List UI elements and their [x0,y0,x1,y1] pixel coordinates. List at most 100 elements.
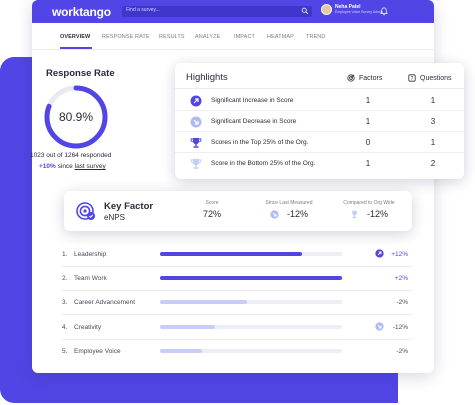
response-rate-percent: 80.9% [59,110,93,124]
factor-number: 1. [62,251,68,258]
org-label: Compared to Org Wide [343,200,395,206]
response-rate-title: Response Rate [46,68,115,79]
factor-row[interactable]: 5. Employee Voice -2% [62,340,412,364]
highlight-label: Scores in the Top 25% of the Org. [211,139,309,146]
decrease-arrow-icon [270,209,279,219]
search-placeholder: Find a survey... [126,7,160,13]
since-value: -12% [286,209,308,219]
target-icon [347,74,355,82]
factor-name: Employee Voice [74,348,121,355]
highlight-row[interactable]: Significant Increase in Score 1 1 [175,90,464,111]
target-icon [76,202,95,220]
key-factor-score: Score 72% [192,200,232,219]
factor-bar-fill [160,276,342,280]
factor-number: 3. [62,299,68,306]
factor-row[interactable]: 1. Leadership +12% [62,243,412,267]
highlight-label: Score in the Bottom 25% of the Org. [211,160,316,167]
last-survey-link[interactable]: last survey [74,163,106,170]
trophy-icon [190,138,202,148]
key-factor-title: Key Factor [104,201,154,212]
decrease-arrow-icon [375,322,384,331]
highlights-title: Highlights [186,72,228,83]
factor-name: Career Advancement [74,299,136,306]
tab-analyze[interactable]: ANALYZE [195,34,221,40]
since-label: Since Last Measured [265,200,313,206]
svg-text:?: ? [411,76,414,82]
questions-label: Questions [420,74,452,82]
highlight-questions-count: 3 [430,117,436,126]
key-factor-org: Compared to Org Wide -12% [334,200,404,219]
tab-response-rate[interactable]: RESPONSE RATE [102,34,150,40]
factor-row[interactable]: 4. Creativity -12% [62,316,412,340]
factor-bar-fill [160,252,302,256]
tab-trend[interactable]: TREND [306,34,326,40]
factor-delta: -12% [392,324,408,331]
factor-name: Creativity [74,324,102,331]
bell-icon[interactable] [380,7,388,16]
response-change: +10% since last survey [39,163,106,170]
score-value: 72% [202,209,221,219]
highlight-row[interactable]: Score in the Bottom 25% of the Org. 1 2 [175,153,464,174]
factor-number: 4. [62,324,68,331]
factor-delta: -2% [396,348,408,355]
app-window: worktango Find a survey... Neha Patel Em… [32,0,434,373]
factor-bar-track [160,276,342,280]
highlight-factors-count: 1 [365,159,371,168]
org-row: -12% [334,209,404,219]
tab-impact[interactable]: IMPACT [234,34,255,40]
response-count: 1023 out of 1264 responded [30,152,112,159]
response-rate-ring: 80.9% [44,85,108,149]
factor-row[interactable]: 3. Career Advancement -2% [62,291,412,315]
highlight-factors-count: 0 [365,138,371,147]
user-menu[interactable]: Neha Patel Employee Voice Survey Admin [321,4,383,15]
questions-column-header: ? Questions [408,74,452,82]
factors-column-header: Factors [347,74,382,82]
trophy-outline-icon [352,210,357,218]
key-factor-card[interactable]: Key Factor eNPS Score 72% Since Last Mea… [64,191,412,231]
factors-label: Factors [359,74,383,82]
factor-bar-track [160,252,342,256]
factor-bar-fill [160,349,202,353]
highlight-factors-count: 1 [365,96,371,105]
tab-overview[interactable]: OVERVIEW [60,34,91,40]
tab-heatmap[interactable]: HEATMAP [267,34,294,40]
highlight-label: Significant Decrease in Score [211,118,297,125]
increase-arrow-icon [190,95,202,107]
factor-bar-track [160,349,342,353]
avatar[interactable] [321,4,332,15]
search-icon[interactable] [301,7,309,15]
factor-bar-track [160,300,342,304]
response-since-text: since [57,163,73,170]
highlight-questions-count: 1 [430,96,436,105]
factor-name: Leadership [74,251,107,258]
top-bar: worktango Find a survey... Neha Patel Em… [32,0,434,23]
trophy-outline-icon [190,159,202,169]
key-factor-since: Since Last Measured -12% [256,200,322,219]
highlight-row[interactable]: Significant Decrease in Score 1 3 [175,111,464,132]
org-value: -12% [366,209,388,219]
response-delta: +10% [39,163,56,170]
factor-bar-track [160,325,342,329]
question-icon: ? [408,74,416,82]
highlights-divider [175,88,464,89]
factor-delta: +2% [394,275,408,282]
user-name: Neha Patel [335,3,361,10]
highlight-row[interactable]: Scores in the Top 25% of the Org. 0 1 [175,132,464,153]
highlight-questions-count: 2 [430,159,436,168]
factor-row[interactable]: 2. Team Work +2% [62,267,412,291]
since-row: -12% [256,209,322,219]
brand-logo[interactable]: worktango [52,5,111,19]
factor-name: Team Work [74,275,107,282]
tab-results[interactable]: RESULTS [159,34,185,40]
factor-bar-fill [160,300,248,304]
search-input[interactable]: Find a survey... [122,6,312,17]
key-factor-name: eNPS [104,213,125,222]
factor-number: 2. [62,275,68,282]
score-label: Score [205,200,219,206]
tab-bar: OVERVIEW RESPONSE RATE RESULTS ANALYZE I… [32,23,434,50]
active-tab-indicator [60,47,92,49]
highlight-label: Significant Increase in Score [211,97,294,104]
increase-arrow-icon [375,249,384,258]
decrease-arrow-icon [190,116,202,128]
factor-delta: -2% [396,299,408,306]
